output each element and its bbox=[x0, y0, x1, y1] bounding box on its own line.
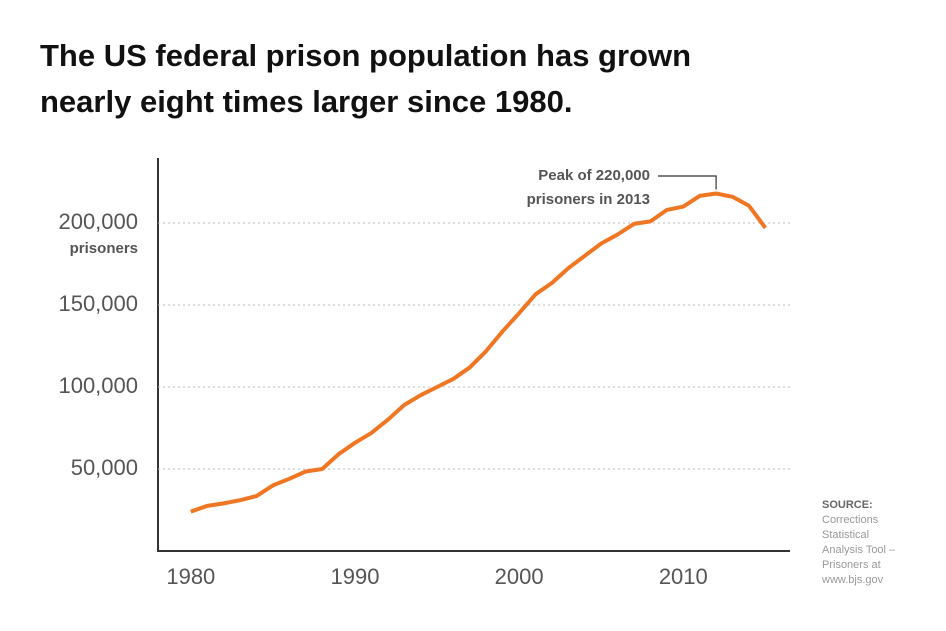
y-tick-label: 50,000 bbox=[71, 455, 138, 480]
annotation: Peak of 220,000 bbox=[538, 167, 650, 184]
chart-title: The US federal prison population has gro… bbox=[40, 38, 691, 73]
annotation-connector bbox=[658, 175, 717, 190]
source-line: Corrections bbox=[822, 514, 879, 526]
source-title: SOURCE: bbox=[822, 499, 873, 511]
chart-title: nearly eight times larger since 1980. bbox=[40, 84, 572, 119]
y-unit-label: prisoners bbox=[70, 240, 138, 257]
x-tick-label: 1980 bbox=[166, 564, 215, 589]
source-line: Statistical bbox=[822, 529, 869, 541]
data-line bbox=[190, 191, 768, 514]
annotation: prisoners in 2013 bbox=[527, 191, 650, 208]
y-tick-label: 150,000 bbox=[58, 291, 138, 316]
x-tick-label: 2000 bbox=[495, 564, 544, 589]
source-line: www.bjs.gov bbox=[821, 574, 884, 586]
y-tick-label: 200,000 bbox=[58, 209, 138, 234]
source-line: Analysis Tool – bbox=[822, 544, 896, 556]
source-line: Prisoners at bbox=[822, 559, 881, 571]
x-tick-label: 1990 bbox=[331, 564, 380, 589]
x-tick-label: 2010 bbox=[659, 564, 708, 589]
y-tick-label: 100,000 bbox=[58, 373, 138, 398]
